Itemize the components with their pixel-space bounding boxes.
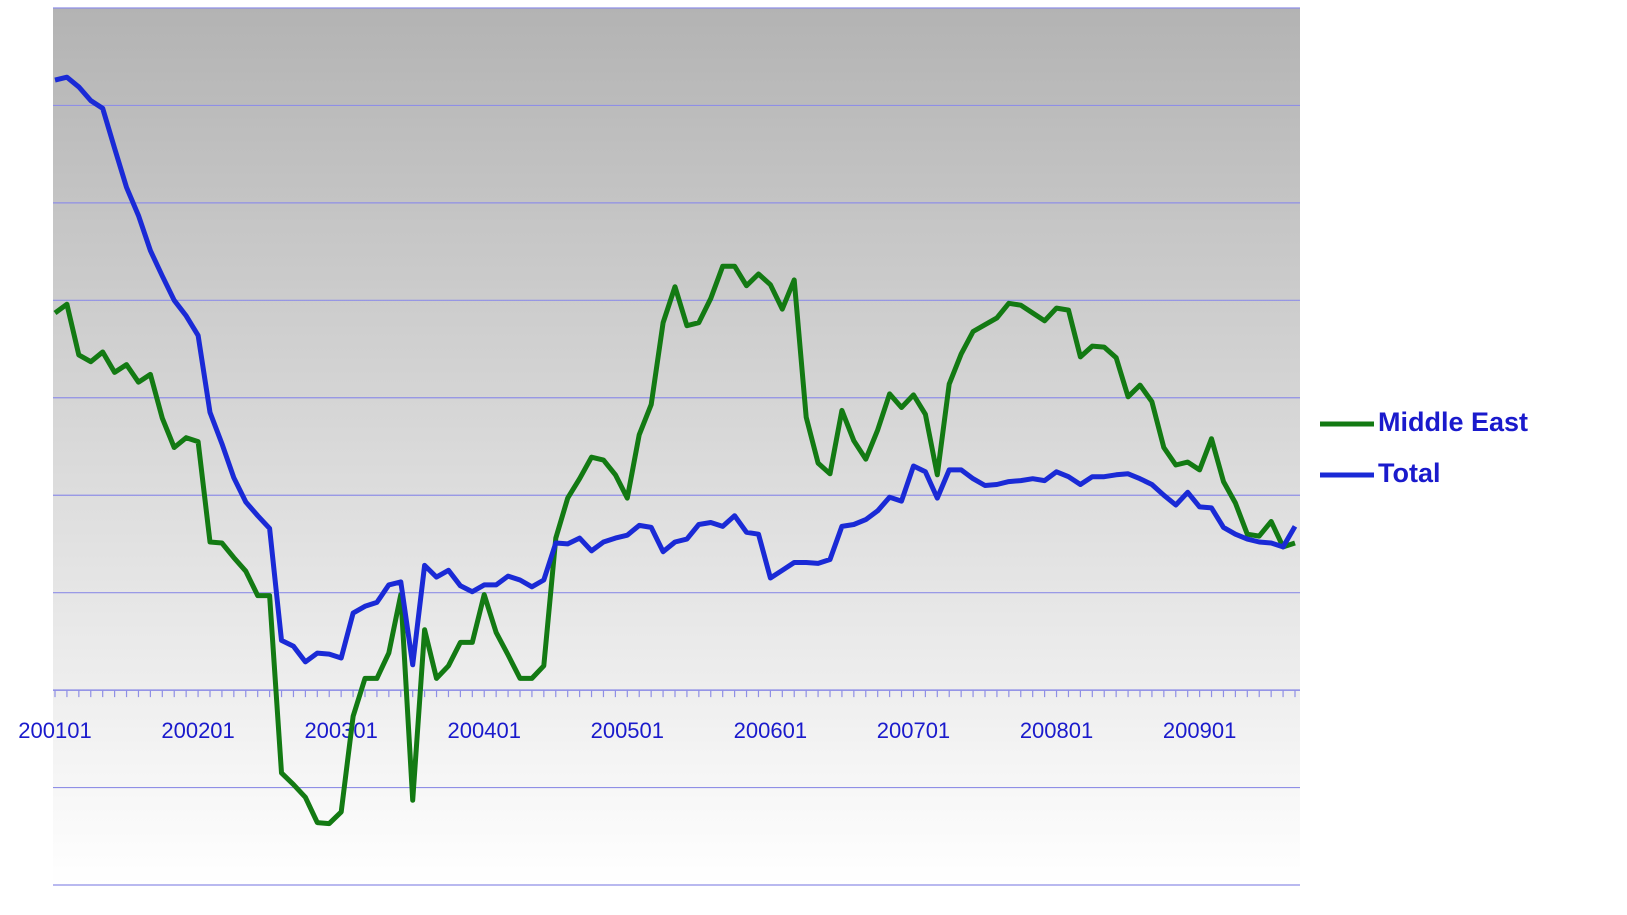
x-tick-label: 200701: [877, 718, 950, 743]
x-tick-label: 200901: [1163, 718, 1236, 743]
x-tick-label: 200101: [18, 718, 91, 743]
legend-label: Middle East: [1378, 407, 1528, 437]
x-tick-label: 200601: [734, 718, 807, 743]
legend-label: Total: [1378, 458, 1441, 488]
x-tick-label: 200301: [304, 718, 377, 743]
x-tick-label: 200401: [448, 718, 521, 743]
series-line: [53, 263, 1296, 827]
x-tick-label: 200501: [591, 718, 664, 743]
series-line: [54, 74, 1298, 668]
x-tick-label: 200801: [1020, 718, 1093, 743]
plot-area: [53, 8, 1300, 885]
x-tick-label: 200201: [161, 718, 234, 743]
